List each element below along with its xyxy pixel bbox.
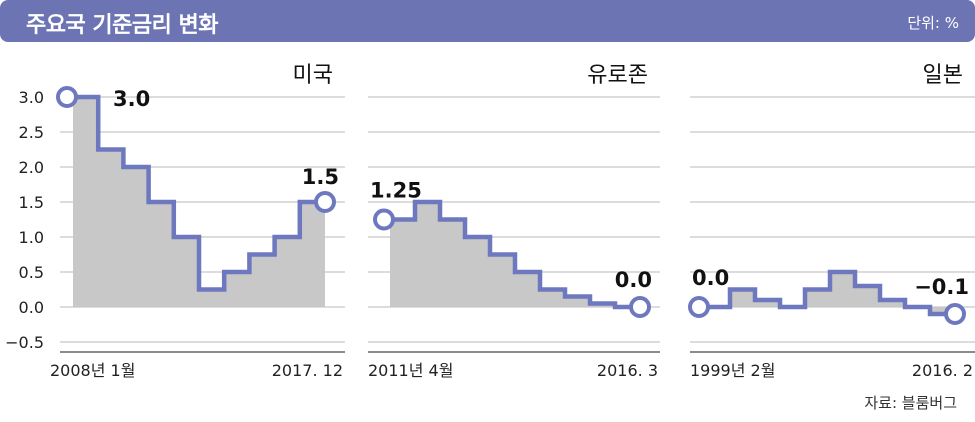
panel-title: 유로존	[587, 63, 648, 88]
x-end-label: 2016. 2	[912, 361, 973, 380]
y-tick-label: 3.0	[19, 88, 44, 107]
x-end-label: 2016. 3	[597, 361, 658, 380]
y-tick-label: 0.0	[19, 298, 44, 317]
end-marker	[314, 191, 336, 213]
end-value-label: 1.5	[302, 165, 339, 189]
series-line	[390, 199, 640, 310]
start-marker	[56, 86, 78, 108]
start-value-label: 0.0	[692, 266, 729, 290]
end-marker	[629, 296, 651, 318]
panel-title: 미국	[293, 63, 333, 88]
y-tick-label: 2.0	[19, 158, 44, 177]
start-value-label: 1.25	[370, 179, 422, 203]
end-value-label: 0.0	[615, 268, 652, 292]
y-tick-label: −0.5	[5, 333, 44, 352]
unit-label: 단위: %	[907, 14, 959, 32]
start-marker	[373, 208, 395, 231]
start-marker	[688, 296, 710, 318]
chart-header: 주요국 기준금리 변화 단위: %	[0, 0, 975, 42]
end-marker	[944, 303, 966, 325]
source-note: 자료: 블룸버그	[864, 394, 957, 412]
chart-title: 주요국 기준금리 변화	[26, 13, 218, 38]
y-tick-label: 1.0	[19, 228, 44, 247]
end-value-label: −0.1	[914, 275, 969, 299]
series-line	[73, 94, 325, 292]
x-end-label: 2017. 12	[272, 361, 343, 380]
series-line	[705, 269, 955, 317]
y-tick-label: 0.5	[19, 263, 44, 282]
y-tick-label: 2.5	[19, 123, 44, 142]
x-start-label: 1999년 2월	[690, 361, 775, 380]
x-start-label: 2011년 4월	[368, 361, 453, 380]
series-area	[705, 272, 955, 314]
start-value-label: 3.0	[113, 87, 150, 111]
x-start-label: 2008년 1월	[50, 361, 135, 380]
y-tick-label: 1.5	[19, 193, 44, 212]
panel-title: 일본	[923, 63, 963, 88]
